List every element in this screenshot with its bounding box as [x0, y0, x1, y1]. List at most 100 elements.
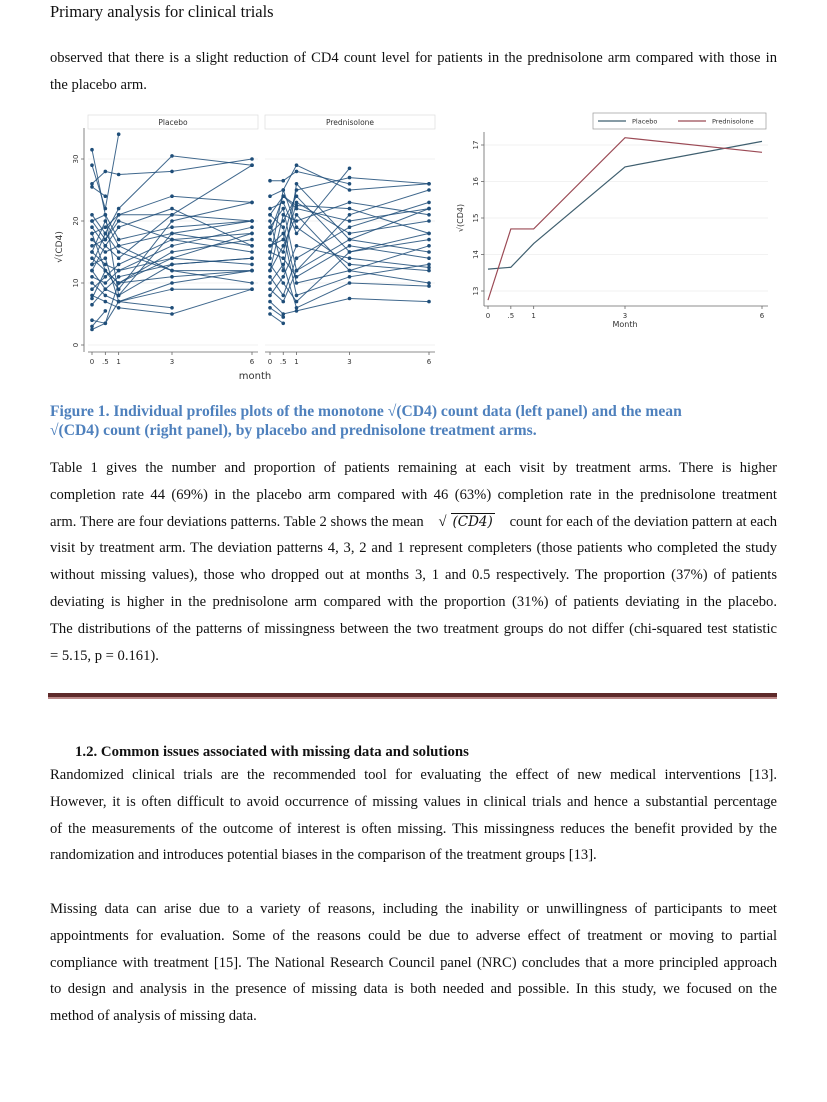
- profile-point: [103, 268, 108, 273]
- profile-point: [281, 194, 286, 198]
- profile-point: [103, 206, 108, 211]
- profile-point: [116, 262, 121, 267]
- math-expression: (CD4): [450, 512, 495, 530]
- profile-point: [294, 188, 299, 192]
- text-line: without missing values), those who dropp…: [50, 567, 777, 584]
- profile-point: [268, 206, 272, 211]
- series-line-placebo: [487, 140, 763, 270]
- profile-point: [347, 296, 352, 301]
- y-tick-label: 14: [472, 250, 480, 259]
- profile-point: [294, 182, 299, 186]
- profile-point: [294, 231, 299, 236]
- profile-point: [250, 163, 254, 167]
- profile-point: [281, 275, 286, 279]
- intro-paragraph: observed that there is a slight reductio…: [50, 45, 777, 99]
- paragraph-missing-data: Missing data can arise due to a variety …: [50, 896, 777, 1030]
- paragraph-table-summary: Table 1 gives the number and proportion …: [50, 455, 777, 669]
- text-line: The distributions of the patterns of mis…: [50, 620, 777, 637]
- profile-point: [90, 219, 94, 223]
- x-tick-label: .5: [280, 358, 287, 366]
- text-line: visit by treatment arm. The deviation pa…: [50, 540, 777, 557]
- profile-point: [268, 244, 272, 248]
- profile-point: [268, 237, 272, 242]
- profile-point: [281, 299, 286, 304]
- profile-point: [170, 262, 174, 267]
- profile-point: [90, 281, 94, 285]
- profile-point: [347, 206, 352, 211]
- profile-point: [281, 237, 286, 242]
- x-axis-label: month: [239, 371, 271, 382]
- profile-point: [281, 225, 286, 229]
- profile-point: [268, 299, 272, 304]
- x-tick-label: 1: [531, 312, 535, 320]
- profile-point: [294, 163, 299, 167]
- profile-point: [90, 256, 94, 261]
- profile-point: [347, 250, 352, 254]
- profile-line: [91, 186, 106, 197]
- profile-point: [170, 225, 174, 229]
- profile-point: [347, 219, 352, 223]
- text-line: method of analysis of missing data.: [50, 1008, 257, 1025]
- profile-point: [347, 256, 352, 261]
- profile-point: [268, 219, 272, 223]
- profile-point: [268, 281, 272, 285]
- x-tick-label: 0: [486, 312, 490, 320]
- y-tick-label: 17: [472, 141, 480, 150]
- profile-point: [170, 219, 174, 223]
- profile-point: [103, 237, 108, 242]
- profile-point: [90, 231, 94, 236]
- profile-point: [427, 268, 431, 273]
- profile-point: [281, 262, 286, 267]
- profile-point: [103, 225, 108, 229]
- text-line: the placebo arm.: [50, 76, 147, 93]
- text-line: appointments for evaluation. Some of the…: [50, 927, 777, 944]
- x-tick-label: .5: [507, 312, 514, 320]
- profile-point: [90, 287, 94, 292]
- profile-point: [294, 309, 299, 313]
- profile-point: [116, 250, 121, 254]
- profile-point: [90, 327, 94, 332]
- profile-point: [427, 188, 431, 192]
- chart-background: [455, 107, 780, 332]
- text-line: Randomized clinical trials are the recom…: [50, 767, 777, 783]
- profile-point: [347, 262, 352, 267]
- profile-point: [250, 281, 254, 285]
- profile-point: [116, 132, 121, 136]
- profile-point: [103, 293, 108, 298]
- profile-point: [281, 206, 286, 211]
- profile-point: [116, 172, 121, 177]
- profile-point: [170, 231, 174, 236]
- profile-point: [268, 287, 272, 292]
- profile-point: [294, 256, 299, 261]
- profile-point: [170, 287, 174, 292]
- profile-point: [250, 287, 254, 292]
- x-tick-label: 3: [347, 358, 351, 366]
- profile-point: [281, 188, 286, 192]
- text-line: Table 1 gives the number and proportion …: [50, 460, 777, 476]
- profile-point: [103, 309, 108, 313]
- profile-point: [427, 244, 431, 248]
- profile-point: [427, 299, 431, 304]
- y-axis-label: √(CD4): [54, 231, 65, 263]
- profile-point: [170, 312, 174, 316]
- profile-point: [170, 244, 174, 248]
- profile-point: [170, 256, 174, 261]
- profile-point: [90, 324, 94, 329]
- profile-point: [427, 265, 431, 270]
- profile-point: [90, 318, 94, 323]
- profile-point: [281, 315, 286, 319]
- y-tick-label: 20: [72, 217, 80, 226]
- profile-point: [90, 237, 94, 242]
- profile-point: [250, 256, 254, 261]
- profile-point: [103, 244, 108, 248]
- legend-label: Placebo: [632, 118, 657, 126]
- profile-point: [347, 182, 352, 186]
- profile-point: [427, 200, 431, 205]
- profile-point: [281, 321, 286, 326]
- profile-point: [294, 293, 299, 298]
- figure-caption: Figure 1. Individual profiles plots of t…: [50, 402, 777, 440]
- profile-point: [170, 213, 174, 217]
- profile-point: [90, 302, 94, 307]
- profile-point: [281, 256, 286, 261]
